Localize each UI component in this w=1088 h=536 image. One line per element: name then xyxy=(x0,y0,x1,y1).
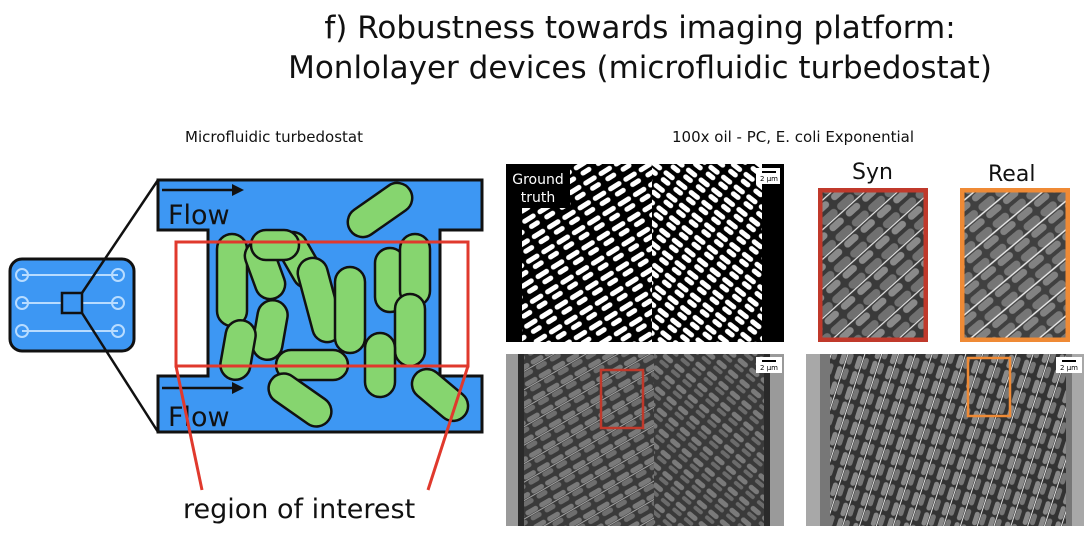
zoom-line-top xyxy=(80,179,160,294)
figure-title-line-1: f) Robustness towards imaging platform: xyxy=(324,10,956,46)
flow-arrow-bottom xyxy=(162,382,244,394)
syn-label: Syn xyxy=(852,160,893,185)
syn-crop-image xyxy=(818,188,928,342)
roi-pointer-right xyxy=(426,365,470,491)
bacterium-cell xyxy=(393,292,427,368)
bacterium-cell xyxy=(215,232,249,328)
turbedostat-schematic: Flow Flow region of interest xyxy=(8,178,484,525)
bacterium-cell xyxy=(333,265,367,355)
scale-bar-label-gt: 2 µm xyxy=(760,175,778,183)
bacterium-cell xyxy=(251,298,289,362)
left-panel-heading: Microfluidic turbedostat xyxy=(185,128,363,146)
bacterium-cell xyxy=(346,181,414,239)
flow-label-top: Flow xyxy=(168,200,230,231)
scale-bar-label-real: 2 µm xyxy=(1060,364,1078,372)
roi-box xyxy=(174,240,470,368)
roi-label: region of interest xyxy=(183,494,415,525)
real-phase-contrast-image: 2 µm xyxy=(806,354,1084,526)
real-crop-image xyxy=(960,188,1070,342)
ground-truth-label-line1: Ground xyxy=(512,172,564,188)
ground-truth-label-line2: truth xyxy=(521,190,555,206)
chip-icon xyxy=(8,257,136,353)
roi-pointer-left xyxy=(174,365,204,491)
right-panel-heading: 100x oil - PC, E. coli Exponential xyxy=(672,128,915,146)
bacterium-cell xyxy=(249,228,301,262)
ground-truth-mask-image: Ground truth 2 µm xyxy=(506,164,784,342)
flow-label-bottom: Flow xyxy=(168,402,230,433)
figure-title-line-2: Monlolayer devices (microfluidic turbedo… xyxy=(288,50,992,86)
real-label: Real xyxy=(988,162,1036,187)
bacterium-cell xyxy=(267,372,333,428)
zoom-line-bottom xyxy=(80,312,160,433)
scale-bar-label-syn: 2 µm xyxy=(760,364,778,372)
flow-arrow-top xyxy=(162,184,244,196)
synthetic-phase-contrast-image: 2 µm xyxy=(506,354,784,526)
